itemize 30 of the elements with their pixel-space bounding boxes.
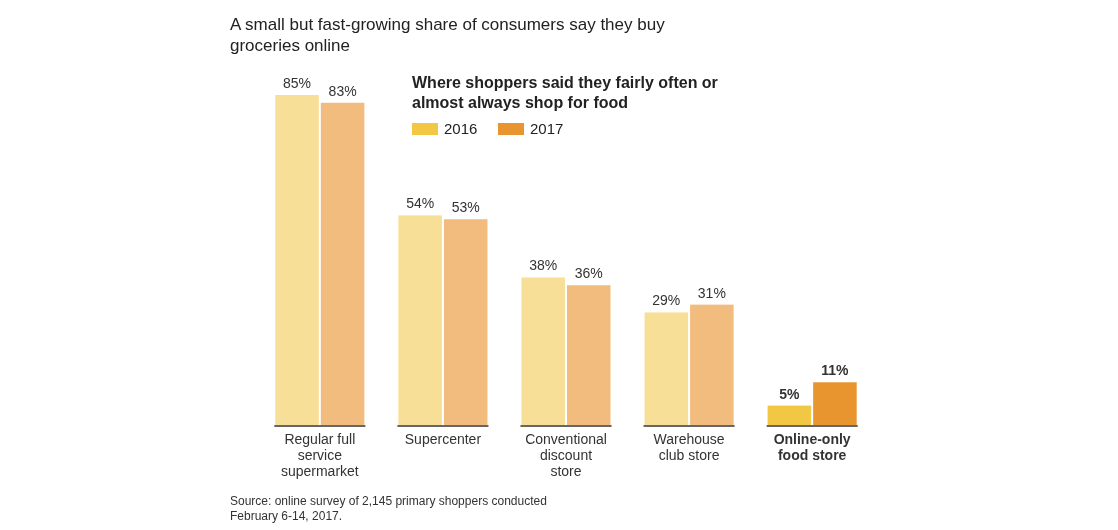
bar	[567, 285, 611, 425]
bar	[813, 382, 857, 425]
bar	[320, 102, 365, 425]
bar	[398, 215, 442, 425]
data-label: 36%	[574, 265, 603, 282]
bar	[521, 277, 565, 425]
chart-subtitle: Where shoppers said they fairly often or almost always shop for food	[412, 74, 718, 111]
x-tick-label: Conventional discount store	[525, 431, 607, 479]
data-label: 11%	[821, 362, 850, 379]
bar	[443, 219, 488, 425]
data-label: 31%	[697, 284, 726, 301]
bar	[644, 312, 689, 425]
chart-title: A small but fast-growing share of consumers say they buy groceries online	[230, 15, 666, 55]
x-tick-label: Warehouse club store	[653, 431, 725, 463]
data-label: 83%	[328, 82, 357, 99]
data-label: 85%	[283, 75, 312, 91]
bar	[690, 304, 734, 425]
x-tick-label: Supercenter	[404, 431, 482, 447]
data-label: 38%	[529, 257, 558, 274]
source-note: Source: online survey of 2,145 primary shoppers conducted February 6-14, 2017.	[230, 494, 547, 523]
x-tick-label: Online-only food store	[773, 431, 851, 463]
data-label: 53%	[451, 199, 480, 216]
x-tick-label: Regular full service supermarket	[280, 431, 359, 479]
data-label: 54%	[406, 195, 435, 212]
bar	[275, 95, 319, 425]
data-label: 29%	[652, 292, 681, 309]
legend-label: 2017	[530, 120, 564, 137]
bar	[767, 405, 812, 425]
data-label: 5%	[779, 385, 801, 402]
legend-label: 2016	[444, 120, 478, 137]
